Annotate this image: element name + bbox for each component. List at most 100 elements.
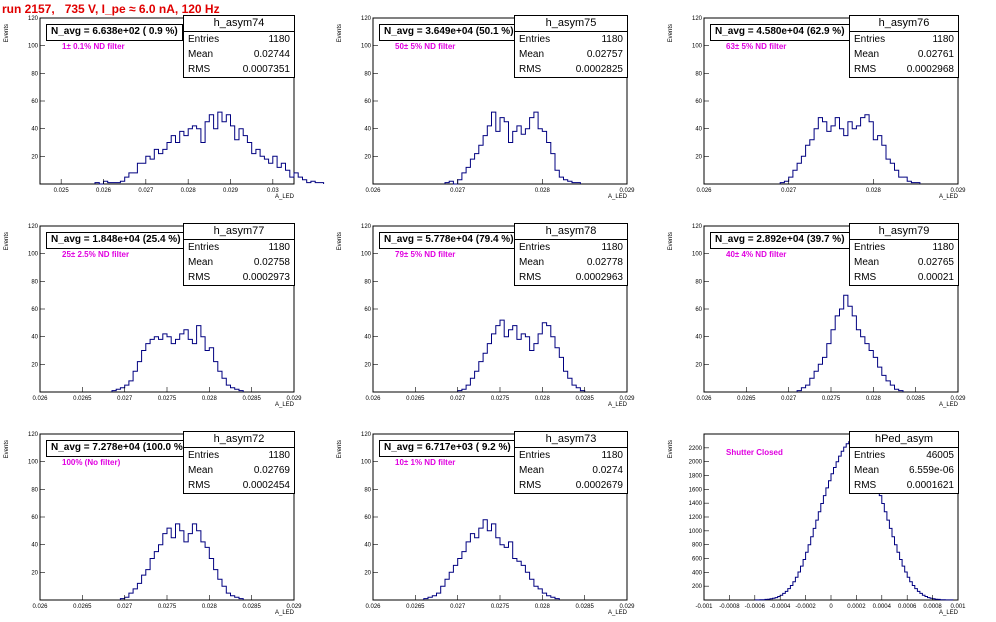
x-tick-label: 0.026: [696, 396, 712, 402]
stats-row: Entries 46005: [850, 448, 958, 463]
histogram-line: [779, 114, 921, 184]
x-axis-title: A_LED: [275, 194, 295, 200]
y-tick-label: 100: [692, 44, 703, 50]
y-tick-label: 100: [361, 44, 372, 50]
histogram-line: [111, 325, 244, 392]
x-tick-label: 0.0285: [242, 604, 261, 610]
y-tick-label: 20: [695, 362, 702, 368]
y-tick-label: 60: [695, 307, 702, 313]
x-tick-label: 0.0285: [575, 396, 594, 402]
y-tick-label: 80: [364, 71, 371, 77]
x-tick-label: 0.0265: [73, 396, 92, 402]
stats-row: Mean 0.02778: [515, 255, 627, 270]
stats-row: Entries 1180: [850, 240, 958, 255]
navg-label: N_avg = 7.278e+04 (100.0 %): [46, 440, 192, 457]
filter-annotation: Shutter Closed: [726, 448, 783, 457]
stats-row: RMS 0.0002825: [515, 62, 627, 77]
filter-annotation: 100% (No filter): [62, 458, 121, 467]
y-tick-label: 80: [364, 487, 371, 493]
stats-value: 1180: [268, 34, 290, 45]
stats-value: 0.0007351: [242, 64, 290, 75]
stats-title: h_asym76: [850, 16, 958, 32]
x-axis-title: A_LED: [608, 402, 628, 408]
stats-box: h_asym75 Entries 1180 Mean 0.02757 RMS 0.00028…: [514, 15, 628, 78]
filter-annotation: 10± 1% ND filter: [395, 458, 456, 467]
x-tick-label: 0.0275: [158, 604, 177, 610]
x-tick-label: 0.0265: [73, 604, 92, 610]
stats-box: h_asym76 Entries 1180 Mean 0.02761 RMS 0.00029…: [849, 15, 959, 78]
x-tick-label: 0.029: [286, 604, 302, 610]
y-tick-label: 20: [31, 362, 38, 368]
x-tick-label: 0.027: [117, 396, 133, 402]
stats-row: Entries 1180: [515, 32, 627, 47]
y-tick-label: 1400: [689, 501, 703, 507]
x-tick-label: 0.028: [202, 604, 218, 610]
x-tick-label: 0.027: [117, 604, 133, 610]
histogram-line: [119, 523, 244, 600]
stats-key: Entries: [519, 34, 551, 45]
y-tick-label: 60: [364, 307, 371, 313]
y-axis-title: Events: [4, 232, 10, 250]
histogram-panel-h_asym77: 0.026 0.0265 0.027 0.0275 0.028 0.0285 0.029 20…: [0, 222, 330, 412]
stats-value: 0.0002963: [575, 272, 623, 283]
histogram-line: [94, 111, 325, 185]
filter-annotation: 50± 5% ND filter: [395, 42, 456, 51]
y-tick-label: 40: [31, 127, 38, 133]
stats-value: 1180: [601, 34, 623, 45]
x-tick-label: 0.026: [696, 188, 712, 194]
filter-annotation: 25± 2.5% ND filter: [62, 250, 130, 259]
stats-key: Mean: [854, 49, 880, 60]
stats-key: Entries: [854, 450, 886, 461]
x-tick-label: 0.027: [781, 396, 797, 402]
stats-key: RMS: [519, 272, 542, 283]
x-tick-label: 0.0275: [158, 396, 177, 402]
stats-row: RMS 0.00021: [850, 270, 958, 285]
histogram-line: [457, 319, 586, 392]
stats-key: Entries: [188, 450, 220, 461]
y-tick-label: 120: [28, 432, 39, 438]
stats-row: RMS 0.0001621: [850, 478, 958, 493]
x-tick-label: 0.0265: [406, 396, 425, 402]
y-tick-label: 60: [364, 515, 371, 521]
stats-value: 1180: [601, 450, 623, 461]
y-tick-label: 120: [28, 16, 39, 22]
navg-label: N_avg = 3.649e+04 (50.1 %): [379, 24, 519, 41]
stats-row: Entries 1180: [515, 448, 627, 463]
y-tick-label: 200: [692, 584, 703, 590]
x-tick-label: 0.029: [619, 396, 635, 402]
y-tick-label: 100: [28, 44, 39, 50]
stats-box: h_asym77 Entries 1180 Mean 0.02758 RMS 0.00029…: [183, 223, 295, 286]
stats-title: h_asym72: [184, 432, 294, 448]
y-tick-label: 80: [31, 279, 38, 285]
x-tick-label: 0.0004: [873, 604, 892, 610]
y-tick-label: 40: [364, 335, 371, 341]
stats-key: Mean: [519, 465, 545, 476]
stats-row: RMS 0.0002968: [850, 62, 958, 77]
stats-key: Entries: [854, 34, 886, 45]
histogram-line: [444, 111, 581, 185]
histogram-line: [423, 519, 560, 600]
stats-value: 46005: [926, 450, 954, 461]
x-tick-label: 0.026: [96, 188, 112, 194]
stats-key: RMS: [188, 64, 211, 75]
x-tick-label: 0.028: [535, 396, 551, 402]
y-axis-title: Events: [4, 440, 10, 458]
y-tick-label: 20: [364, 362, 371, 368]
stats-title: h_asym78: [515, 224, 627, 240]
x-tick-label: 0.0275: [491, 604, 510, 610]
run-title: run 2157, 735 V, I_pe ≈ 6.0 nA, 120 Hz: [2, 2, 220, 16]
stats-value: 0.0002973: [242, 272, 290, 283]
x-tick-label: 0.03: [267, 188, 279, 194]
y-tick-label: 100: [28, 460, 39, 466]
stats-row: Entries 1180: [184, 240, 294, 255]
y-tick-label: 100: [692, 252, 703, 258]
stats-key: Entries: [519, 242, 551, 253]
stats-key: Mean: [519, 49, 545, 60]
x-axis-title: A_LED: [939, 402, 959, 408]
x-tick-label: 0.027: [138, 188, 154, 194]
x-tick-label: 0.028: [535, 604, 551, 610]
y-tick-label: 60: [31, 515, 38, 521]
y-tick-label: 600: [692, 557, 703, 563]
y-axis-title: Events: [668, 24, 674, 42]
y-tick-label: 2200: [689, 446, 703, 452]
